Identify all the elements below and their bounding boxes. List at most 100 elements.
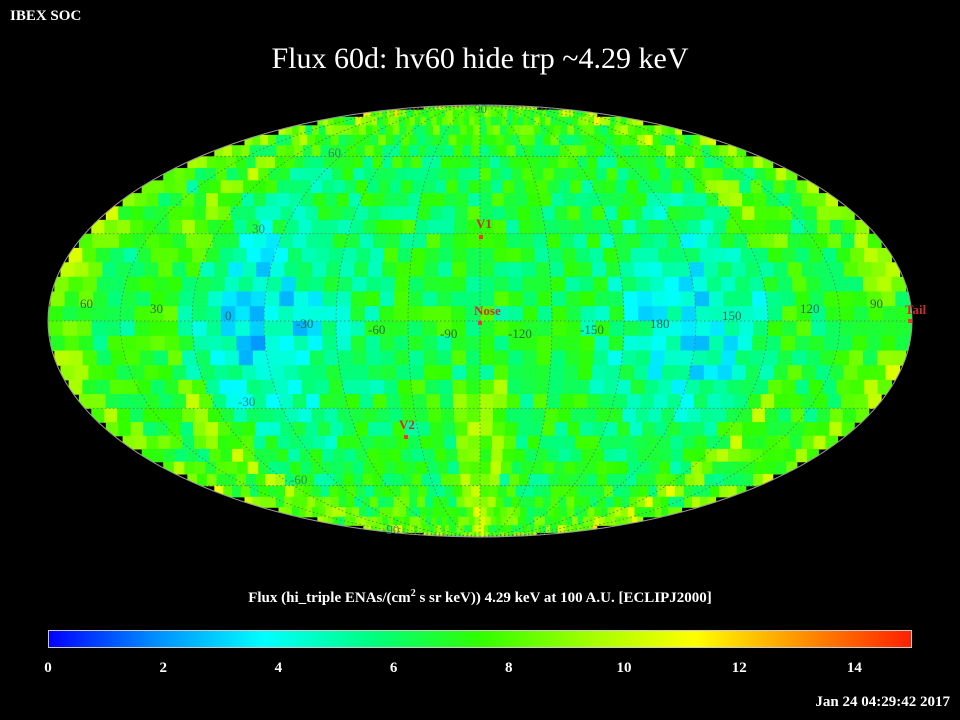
flux-pixel [606, 473, 618, 487]
flux-pixel [413, 233, 428, 249]
flux-pixel [431, 473, 442, 487]
flux-pixel [326, 365, 341, 381]
flux-pixel [499, 525, 504, 533]
flux-pixel [452, 116, 459, 126]
flux-pixel [252, 134, 261, 146]
flux-pixel [683, 485, 694, 498]
flux-pixel [315, 247, 330, 263]
flux-pixel [626, 180, 639, 194]
flux-pixel [291, 134, 301, 146]
flux-pixel [528, 105, 532, 111]
flux-pixel [737, 335, 753, 352]
flux-pixel [325, 435, 338, 450]
flux-pixel [401, 496, 410, 508]
flux-pixel [545, 116, 552, 126]
flux-pixel [363, 219, 377, 235]
flux-pixel [637, 116, 644, 126]
flux-pixel [739, 306, 755, 322]
flux-pixel [362, 156, 374, 169]
flux-pixel [596, 168, 608, 181]
flux-pixel [441, 219, 455, 235]
flux-pixel [170, 435, 183, 450]
flux-pixel [481, 532, 485, 537]
flux-pixel [707, 233, 722, 249]
flux-pixel [453, 532, 457, 537]
flux-pixel [532, 168, 544, 181]
flux-pixel [506, 532, 509, 537]
flux-pixel [506, 233, 521, 249]
flux-pixel [604, 516, 611, 526]
flux-pixel [408, 435, 422, 450]
flux-pixel [792, 350, 807, 366]
flux-pixel [378, 109, 384, 118]
flux-pixel [367, 422, 381, 437]
flux-pixel [68, 247, 83, 263]
flux-pixel [565, 109, 571, 118]
flux-pixel [616, 473, 627, 487]
flux-pixel [622, 435, 636, 450]
flux-pixel [550, 276, 566, 293]
flux-pixel [466, 262, 481, 278]
flux-pixel [811, 321, 826, 337]
flux-pixel [577, 109, 582, 118]
flux-pixel [515, 105, 519, 111]
flux-pixel [233, 247, 248, 263]
flux-pixel [458, 116, 465, 126]
flux-pixel [752, 408, 766, 423]
flux-pixel [199, 233, 214, 249]
flux-pixel [441, 525, 446, 533]
flux-pixel [666, 291, 682, 307]
flux-pixel [365, 335, 381, 352]
marker-dot [478, 321, 482, 325]
flux-pixel [372, 507, 380, 518]
flux-pixel [580, 125, 589, 136]
flux-pixel [691, 496, 701, 508]
flux-pixel [542, 496, 552, 508]
flux-pixel [292, 394, 307, 409]
flux-pixel [317, 116, 324, 126]
flux-pixel [795, 291, 811, 307]
flux-pixel [700, 408, 714, 423]
flux-pixel [493, 247, 509, 263]
flux-pixel [205, 247, 221, 263]
flux-pixel [307, 306, 323, 322]
flux-pixel [266, 233, 281, 249]
flux-pixel [344, 180, 357, 194]
flux-pixel [587, 193, 600, 207]
flux-pixel [863, 379, 879, 395]
flux-pixel [416, 461, 428, 475]
flux-pixel [379, 507, 387, 518]
flux-pixel [615, 448, 628, 463]
colorbar-tick-label: 12 [731, 660, 747, 676]
flux-pixel [648, 145, 658, 157]
flux-pixel [787, 394, 802, 409]
flux-pixel [834, 350, 850, 366]
flux-pixel [312, 262, 327, 278]
flux-pixel [347, 485, 357, 498]
flux-pixel [501, 461, 513, 475]
flux-pixel [192, 321, 208, 337]
graticule-line [479, 105, 841, 537]
flux-pixel [553, 507, 562, 518]
flux-pixel [668, 507, 676, 518]
flux-pixel [216, 168, 228, 181]
flux-pixel [706, 435, 719, 450]
flux-pixel [399, 125, 407, 136]
flux-pixel [192, 306, 208, 322]
flux-pixel [644, 379, 659, 395]
flux-pixel [277, 448, 289, 463]
flux-pixel [472, 134, 481, 146]
flux-pixel [522, 525, 528, 533]
flux-pixel [842, 408, 857, 423]
colorbar [48, 630, 912, 648]
flux-pixel [60, 365, 76, 381]
flux-pixel [244, 496, 253, 508]
flux-pixel [558, 496, 567, 508]
flux-pixel [372, 435, 386, 450]
flux-pixel [587, 435, 600, 450]
flux-pixel [408, 291, 424, 307]
flux-pixel [158, 365, 173, 381]
flux-pixel [220, 448, 233, 463]
flux-pixel [255, 156, 266, 169]
